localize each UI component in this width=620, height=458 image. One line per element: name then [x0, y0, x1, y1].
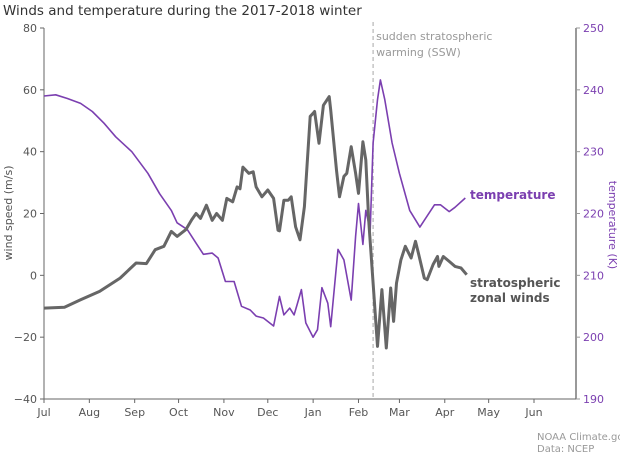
x-tick-label: Mar — [389, 406, 410, 419]
footer-source: Data: NCEP — [537, 444, 594, 454]
x-tick-label: Sep — [124, 406, 145, 419]
temperature-series-label: temperature — [470, 188, 555, 202]
footer-credit: NOAA Climate.gov — [537, 432, 620, 443]
x-tick-label: Nov — [213, 406, 235, 419]
wind-series-label: zonal winds — [470, 291, 550, 305]
left-tick-label: 20 — [23, 208, 37, 221]
x-tick-label: Feb — [349, 406, 368, 419]
x-tick-label: Jul — [36, 406, 50, 419]
left-tick-label: −20 — [14, 331, 37, 344]
left-tick-label: 40 — [23, 146, 37, 159]
right-tick-label: 230 — [583, 146, 604, 159]
x-tick-label: Aug — [79, 406, 100, 419]
x-tick-label: Apr — [435, 406, 455, 419]
temperature-series-line — [43, 79, 466, 338]
x-tick-label: Jan — [304, 406, 322, 419]
left-tick-label: −40 — [14, 393, 37, 406]
chart-title: Winds and temperature during the 2017-20… — [3, 3, 362, 19]
wind-series-label: stratospheric — [470, 276, 560, 290]
left-tick-label: 80 — [23, 22, 37, 35]
ssw-annotation-text: sudden stratospheric — [376, 30, 492, 43]
right-tick-label: 200 — [583, 331, 604, 344]
left-tick-label: 0 — [30, 269, 37, 282]
right-axis-label: temperature (K) — [606, 181, 619, 269]
x-tick-label: Dec — [257, 406, 278, 419]
ssw-annotation-text: warming (SSW) — [376, 46, 461, 59]
right-tick-label: 190 — [583, 393, 604, 406]
x-tick-label: May — [477, 406, 500, 419]
right-tick-label: 250 — [583, 22, 604, 35]
right-tick-label: 210 — [583, 269, 604, 282]
x-tick-label: Jun — [524, 406, 542, 419]
right-tick-label: 240 — [583, 84, 604, 97]
right-tick-label: 220 — [583, 208, 604, 221]
wind-series-line — [43, 95, 468, 350]
left-axis-label: wind speed (m/s) — [2, 166, 15, 261]
left-tick-label: 60 — [23, 84, 37, 97]
x-tick-label: Oct — [169, 406, 189, 419]
